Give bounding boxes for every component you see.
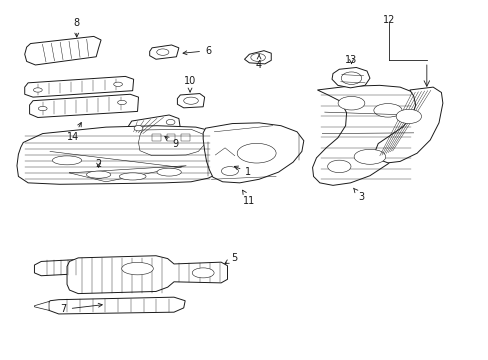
Ellipse shape [237,143,276,163]
Ellipse shape [157,168,181,176]
Text: 11: 11 [242,190,255,206]
Polygon shape [181,134,190,141]
Ellipse shape [353,149,385,164]
Ellipse shape [327,160,350,173]
Polygon shape [138,129,204,156]
Ellipse shape [52,156,81,165]
Polygon shape [152,134,161,141]
Polygon shape [127,115,180,135]
Ellipse shape [114,82,122,86]
Text: 4: 4 [256,54,262,70]
Text: 3: 3 [353,188,364,202]
Ellipse shape [119,173,146,180]
Ellipse shape [86,171,111,178]
Polygon shape [374,87,442,163]
Polygon shape [25,76,133,97]
Polygon shape [47,297,185,314]
Ellipse shape [221,167,238,176]
Text: 8: 8 [74,18,80,37]
Ellipse shape [373,104,401,117]
Ellipse shape [250,54,265,62]
Ellipse shape [122,262,153,275]
Text: 1: 1 [234,166,251,177]
Polygon shape [244,51,271,64]
Ellipse shape [337,96,364,110]
Text: 6: 6 [183,46,211,56]
Ellipse shape [166,120,175,125]
Polygon shape [34,259,88,276]
Polygon shape [34,301,49,310]
Polygon shape [25,36,101,65]
Ellipse shape [395,109,421,123]
Polygon shape [166,134,175,141]
Ellipse shape [157,49,168,55]
Polygon shape [203,123,303,183]
Ellipse shape [38,107,47,111]
Text: 10: 10 [183,76,196,92]
Text: 5: 5 [224,253,238,264]
Ellipse shape [117,100,126,105]
Text: 7: 7 [61,303,102,314]
Polygon shape [331,67,369,88]
Polygon shape [17,126,232,184]
Polygon shape [88,171,109,180]
Polygon shape [67,256,227,294]
Polygon shape [149,45,179,59]
Text: 13: 13 [345,55,357,65]
Text: 12: 12 [383,15,395,25]
Ellipse shape [93,173,104,179]
Ellipse shape [134,126,142,131]
Ellipse shape [192,268,214,278]
Text: 14: 14 [67,122,81,142]
Ellipse shape [33,88,42,92]
Ellipse shape [183,97,198,104]
Ellipse shape [341,72,361,85]
Polygon shape [177,94,204,108]
Polygon shape [30,94,138,117]
Polygon shape [312,85,418,185]
Text: 9: 9 [164,136,178,149]
Text: 2: 2 [95,159,102,169]
